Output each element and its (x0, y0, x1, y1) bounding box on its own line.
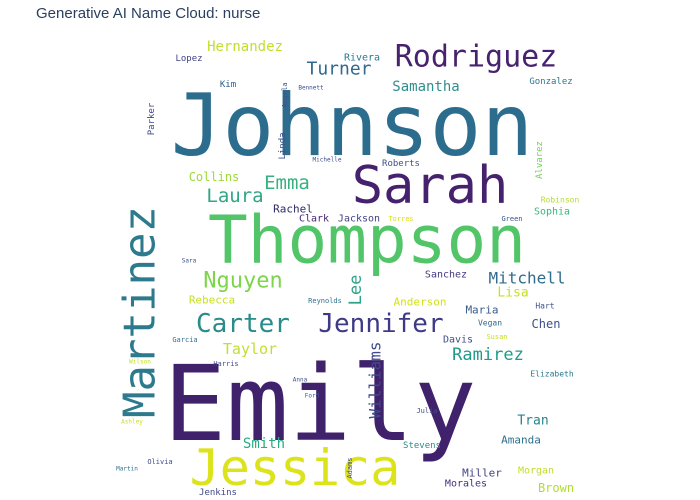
word-hart: Hart (535, 302, 554, 311)
word-bennett: Bennett (298, 85, 324, 92)
word-amanda: Amanda (501, 434, 541, 447)
word-garcia: Garcia (172, 336, 197, 344)
word-wilson: Wilson (129, 359, 151, 366)
word-ashley: Ashley (121, 419, 143, 426)
word-michelle: Michelle (313, 157, 342, 164)
word-carter: Carter (196, 309, 290, 339)
word-martinez: Martinez (115, 206, 166, 418)
word-turner: Turner (306, 59, 371, 80)
word-mitchell: Mitchell (488, 269, 565, 288)
word-jenkins: Jenkins (199, 488, 237, 498)
word-stevens: Stevens (403, 441, 441, 451)
word-martin: Martin (116, 466, 138, 473)
word-emily: Emily (163, 343, 476, 465)
word-julia: Julia (416, 407, 437, 415)
word-alvarez: Alvarez (535, 141, 545, 179)
word-lisa: Lisa (497, 286, 528, 301)
word-samantha: Samantha (392, 79, 459, 95)
word-morgan: Morgan (518, 466, 554, 477)
word-lee: Lee (346, 275, 366, 306)
word-maria: Maria (465, 304, 498, 317)
word-hernandez: Hernandez (207, 39, 283, 55)
word-laura: Laura (206, 185, 263, 207)
word-olivia: Olivia (147, 458, 172, 466)
word-susan: Susan (486, 333, 507, 341)
word-lopez: Lopez (175, 54, 202, 64)
word-tran: Tran (517, 414, 548, 429)
word-smith: Smith (243, 436, 285, 452)
word-sarah: Sarah (352, 156, 509, 216)
word-rodriguez: Rodriguez (395, 40, 558, 75)
word-jessica: Jessica (190, 439, 401, 497)
word-green: Green (501, 215, 522, 223)
word-collins: Collins (189, 170, 240, 184)
word-adams: Adams (346, 457, 354, 478)
word-anna: Anna (293, 377, 308, 384)
word-reynolds: Reynolds (308, 297, 342, 305)
chart-title: Generative AI Name Cloud: nurse (36, 5, 261, 22)
word-nguyen: Nguyen (203, 269, 282, 294)
word-morales: Morales (445, 479, 487, 490)
word-ford: Ford (305, 393, 320, 400)
word-sophia: Sophia (534, 207, 570, 218)
word-sara: Sara (182, 258, 197, 265)
word-roberts: Roberts (382, 159, 420, 169)
word-ramirez: Ramirez (452, 345, 524, 365)
word-elizabeth: Elizabeth (530, 370, 574, 379)
word-anderson: Anderson (394, 296, 447, 309)
word-clark: Clark (299, 214, 329, 225)
word-gonzalez: Gonzalez (529, 77, 572, 87)
word-chen: Chen (532, 317, 561, 331)
word-kim: Kim (220, 80, 236, 90)
word-torres: Torres (388, 215, 413, 223)
word-rebecca: Rebecca (189, 294, 235, 307)
word-vegan: Vegan (478, 319, 502, 328)
word-linda: Linda (278, 132, 288, 159)
word-angela: Angela (281, 82, 289, 107)
word-davis: Davis (443, 335, 473, 346)
word-taylor: Taylor (223, 340, 277, 358)
word-rachel: Rachel (273, 203, 313, 216)
word-sanchez: Sanchez (425, 270, 467, 281)
word-parker: Parker (147, 102, 157, 135)
word-johnson: Johnson (171, 76, 533, 176)
word-jennifer: Jennifer (318, 309, 443, 339)
word-emma: Emma (264, 172, 310, 194)
word-rivera: Rivera (344, 53, 380, 64)
word-thompson: Thompson (208, 202, 526, 279)
word-robinson: Robinson (541, 196, 580, 205)
word-jackson: Jackson (338, 214, 380, 225)
word-williams: Williams (366, 341, 385, 418)
word-miller: Miller (462, 467, 502, 480)
word-harris: Harris (213, 360, 238, 368)
word-brown: Brown (538, 481, 574, 495)
